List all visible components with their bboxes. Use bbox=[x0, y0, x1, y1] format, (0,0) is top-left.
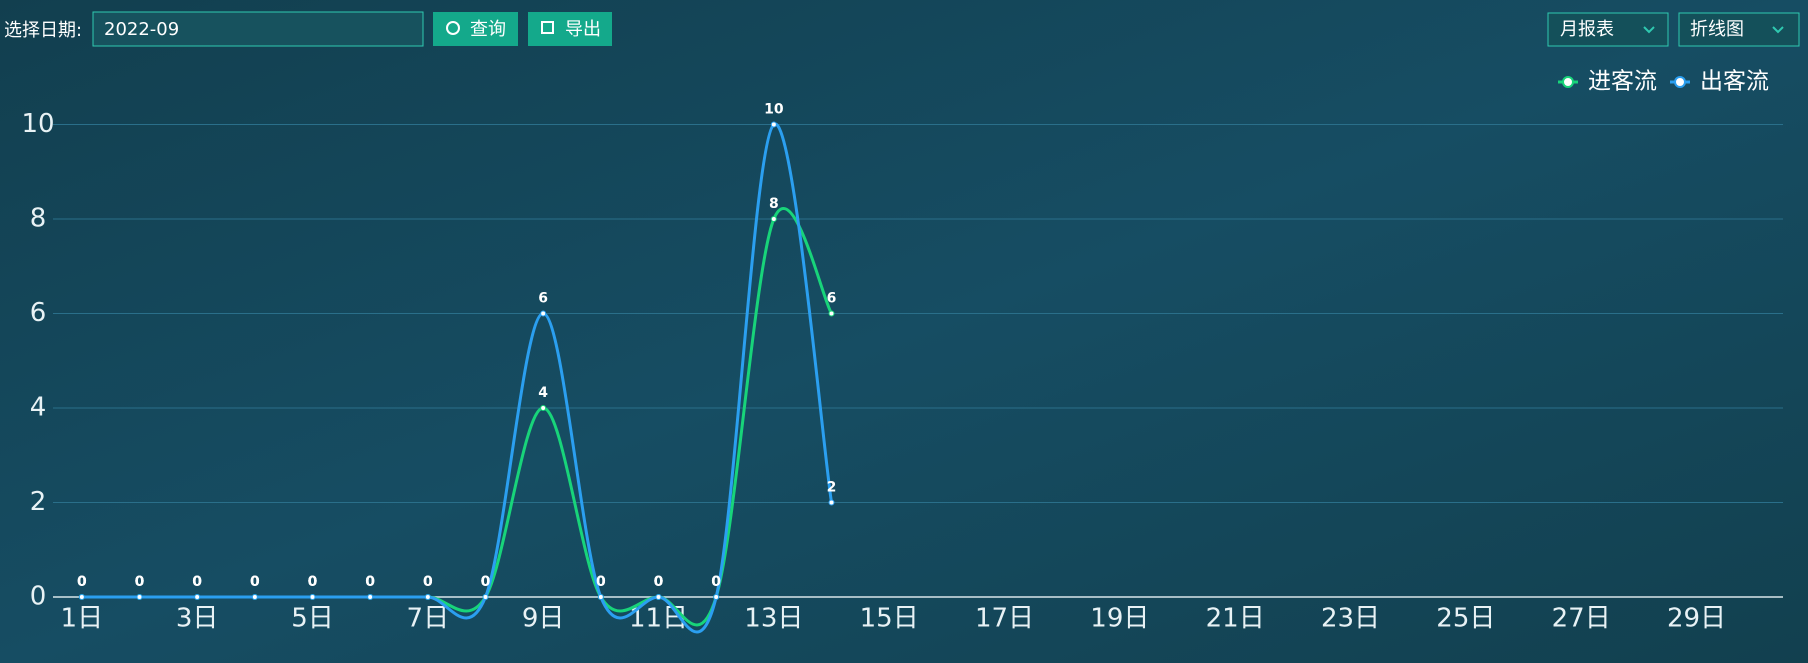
value-label: 0 bbox=[711, 574, 721, 590]
legend-label: 进客流 bbox=[1588, 69, 1657, 95]
value-label: 0 bbox=[192, 574, 202, 590]
value-label: 10 bbox=[764, 102, 784, 118]
search-icon bbox=[446, 21, 460, 35]
value-label: 0 bbox=[250, 574, 260, 590]
legend-marker bbox=[1674, 76, 1686, 88]
point bbox=[713, 594, 720, 600]
x-tick-label: 9日 bbox=[522, 604, 565, 634]
value-label: 0 bbox=[135, 574, 145, 590]
value-label: 0 bbox=[711, 574, 721, 590]
value-label: 0 bbox=[654, 574, 664, 590]
value-label: 0 bbox=[596, 574, 606, 590]
value-label: 0 bbox=[423, 574, 433, 590]
x-tick-label: 1日 bbox=[61, 604, 104, 634]
value-label: 0 bbox=[308, 574, 318, 590]
value-label: 8 bbox=[769, 196, 779, 212]
legend-marker bbox=[1562, 76, 1574, 88]
chart-kind-select[interactable] bbox=[1678, 12, 1800, 47]
value-label: 0 bbox=[365, 574, 375, 590]
value-label: 0 bbox=[135, 574, 145, 590]
value-label: 0 bbox=[654, 574, 664, 590]
x-tick-label: 13日 bbox=[744, 604, 803, 634]
point bbox=[828, 499, 835, 506]
date-input[interactable] bbox=[92, 11, 424, 47]
point bbox=[655, 594, 662, 600]
export-text: 导出 bbox=[565, 19, 601, 40]
y-tick-label: 0 bbox=[30, 582, 47, 612]
point bbox=[136, 594, 143, 600]
chart-kind-text: 折线图 bbox=[1690, 19, 1744, 40]
point bbox=[482, 594, 489, 600]
value-label: 0 bbox=[192, 574, 202, 590]
x-tick-label: 27日 bbox=[1552, 604, 1611, 634]
report-select[interactable] bbox=[1547, 12, 1669, 47]
value-label: 4 bbox=[538, 385, 548, 401]
value-label: 0 bbox=[423, 574, 433, 590]
value-label: 0 bbox=[308, 574, 318, 590]
y-tick-label: 8 bbox=[30, 204, 47, 234]
value-label: 0 bbox=[250, 574, 260, 590]
value-label: 6 bbox=[538, 291, 548, 307]
value-label: 0 bbox=[77, 574, 87, 590]
date-label: 选择日期: bbox=[4, 20, 82, 41]
x-tick-label: 23日 bbox=[1321, 604, 1380, 634]
x-tick-label: 29日 bbox=[1667, 604, 1726, 634]
x-tick-label: 25日 bbox=[1436, 604, 1495, 634]
point bbox=[540, 310, 547, 317]
value-label: 6 bbox=[827, 291, 837, 307]
x-tick-label: 3日 bbox=[176, 604, 219, 634]
x-tick-label: 19日 bbox=[1090, 604, 1149, 634]
point bbox=[770, 216, 777, 222]
point bbox=[309, 594, 316, 600]
export-icon bbox=[541, 21, 554, 34]
value-label: 0 bbox=[596, 574, 606, 590]
point bbox=[367, 594, 374, 600]
x-tick-label: 21日 bbox=[1206, 604, 1265, 634]
point bbox=[78, 594, 85, 600]
value-label: 0 bbox=[365, 574, 375, 590]
point bbox=[424, 594, 431, 600]
chevron bbox=[1643, 26, 1655, 34]
value-label: 2 bbox=[827, 480, 837, 496]
point bbox=[540, 405, 547, 411]
legend-label: 出客流 bbox=[1700, 69, 1769, 95]
query-text: 查询 bbox=[470, 19, 506, 40]
y-tick-label: 6 bbox=[30, 298, 47, 328]
series-line bbox=[81, 122, 833, 634]
point bbox=[194, 594, 201, 600]
point bbox=[597, 594, 604, 600]
x-tick-label: 17日 bbox=[975, 604, 1034, 634]
y-tick-label: 4 bbox=[30, 393, 47, 423]
x-tick-label: 7日 bbox=[407, 604, 450, 634]
point bbox=[251, 594, 258, 600]
x-tick-label: 15日 bbox=[860, 604, 919, 634]
x-tick-label: 5日 bbox=[291, 604, 334, 634]
value-label: 0 bbox=[77, 574, 87, 590]
y-tick-label: 2 bbox=[30, 487, 47, 517]
point bbox=[828, 310, 835, 317]
chevron bbox=[1772, 26, 1784, 34]
date-value: 2022-09 bbox=[104, 19, 179, 40]
report-text: 月报表 bbox=[1560, 19, 1614, 40]
value-label: 0 bbox=[481, 574, 491, 590]
value-label: 0 bbox=[481, 574, 491, 590]
point bbox=[770, 121, 777, 128]
y-tick-label: 10 bbox=[21, 109, 54, 139]
